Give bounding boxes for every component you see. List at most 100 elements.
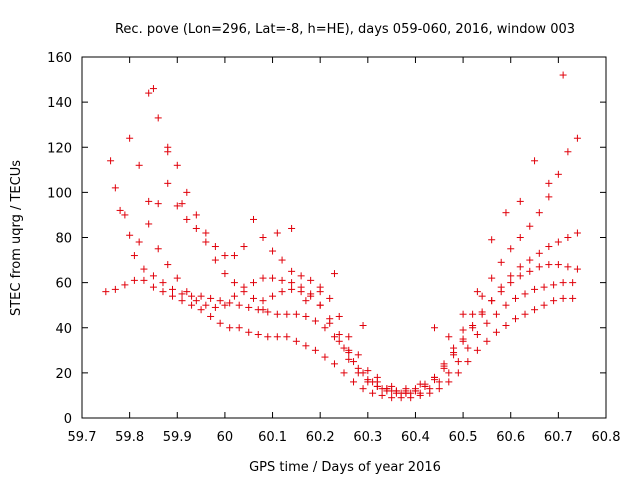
data-point [273, 310, 281, 318]
data-point [121, 211, 129, 219]
data-point [359, 321, 367, 329]
data-point [569, 279, 577, 287]
data-point [188, 301, 196, 309]
data-point [488, 236, 496, 244]
data-point [154, 245, 162, 253]
y-tick-label: 20 [55, 367, 72, 382]
data-point [450, 351, 458, 359]
data-point [445, 369, 453, 377]
data-point [183, 188, 191, 196]
data-point [249, 215, 257, 223]
data-point [440, 360, 448, 368]
data-point [311, 346, 319, 354]
data-point [216, 297, 224, 305]
y-axis-ticks: 0 20 40 60 80 100 120 140 160 [47, 51, 606, 427]
data-point [211, 303, 219, 311]
data-point [216, 319, 224, 327]
data-point [297, 288, 305, 296]
data-point [269, 274, 277, 282]
data-point [550, 281, 558, 289]
data-point [302, 342, 310, 350]
data-point [497, 283, 505, 291]
data-point [259, 297, 267, 305]
data-point [235, 301, 243, 309]
data-point [164, 179, 172, 187]
data-point [149, 85, 157, 93]
data-point [202, 238, 210, 246]
data-point [221, 301, 229, 309]
data-point [431, 324, 439, 332]
data-point [159, 279, 167, 287]
x-tick-label: 60.3 [353, 430, 382, 445]
data-point [535, 209, 543, 217]
data-point [535, 263, 543, 271]
data-point [288, 224, 296, 232]
data-point [145, 220, 153, 228]
data-point [235, 324, 243, 332]
data-point [459, 337, 467, 345]
x-tick-label: 60.1 [258, 430, 287, 445]
data-point [564, 263, 572, 271]
data-point [340, 344, 348, 352]
data-point [178, 290, 186, 298]
x-tick-label: 60.2 [306, 430, 335, 445]
data-point [345, 346, 353, 354]
data-point [492, 310, 500, 318]
data-point [111, 285, 119, 293]
data-point [159, 288, 167, 296]
chart-title: Rec. pove (Lon=296, Lat=-8, h=HE), days … [115, 22, 575, 37]
data-point [259, 306, 267, 314]
x-tick-label: 60.5 [449, 430, 478, 445]
data-point [283, 310, 291, 318]
data-point [350, 378, 358, 386]
data-point [335, 337, 343, 345]
data-point [173, 161, 181, 169]
x-tick-label: 60.7 [544, 430, 573, 445]
data-point [259, 234, 267, 241]
data-point [326, 294, 334, 302]
data-point [207, 312, 215, 320]
data-point [145, 197, 153, 205]
data-point [473, 346, 481, 354]
data-point [454, 358, 462, 366]
data-point [540, 283, 548, 291]
data-point [502, 321, 510, 329]
data-point [278, 288, 286, 296]
data-point [269, 292, 277, 300]
data-point [259, 274, 267, 282]
data-point [516, 272, 524, 280]
data-point [102, 288, 110, 296]
data-point [564, 234, 572, 241]
data-point [364, 376, 372, 384]
data-point [164, 261, 172, 269]
y-axis-label: STEC from uqrg / TECUs [9, 160, 24, 316]
data-point [249, 279, 257, 287]
data-point [135, 161, 143, 169]
data-point [240, 288, 248, 296]
data-point [154, 200, 162, 208]
data-point [559, 294, 567, 302]
data-point [230, 252, 238, 260]
data-point [288, 285, 296, 293]
y-tick-label: 120 [47, 141, 72, 156]
data-point [445, 333, 453, 341]
data-point [149, 283, 157, 291]
data-point [130, 252, 138, 260]
data-point [435, 385, 443, 393]
data-point [278, 276, 286, 284]
data-point [111, 184, 119, 192]
data-point [130, 276, 138, 284]
data-point [211, 256, 219, 264]
data-point [330, 360, 338, 368]
data-point [469, 324, 477, 332]
data-point [183, 288, 191, 296]
data-point [173, 274, 181, 282]
data-point [554, 238, 562, 246]
data-point [245, 328, 253, 336]
data-point [526, 267, 534, 275]
x-tick-label: 59.7 [68, 430, 97, 445]
data-point [364, 367, 372, 375]
data-point [283, 333, 291, 341]
data-point [564, 148, 572, 156]
data-point [107, 157, 115, 165]
